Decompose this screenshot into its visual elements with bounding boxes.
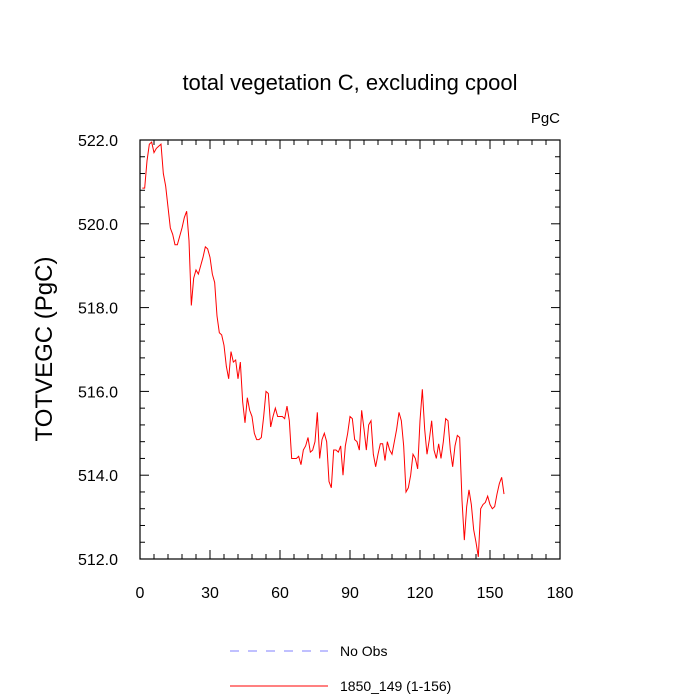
units-label: PgC (531, 110, 560, 127)
y-tick-label: 512.0 (78, 552, 118, 569)
y-tick-label: 520.0 (78, 217, 118, 234)
x-tick-label: 30 (201, 585, 219, 602)
y-axis-label: TOTVEGC (PgC) (31, 257, 58, 442)
x-tick-label: 0 (136, 585, 145, 602)
legend-label: 1850_149 (1-156) (340, 678, 451, 694)
x-tick-label: 120 (407, 585, 434, 602)
legend-label: No Obs (340, 643, 387, 659)
y-tick-label: 518.0 (78, 301, 118, 318)
chart-title: total vegetation C, excluding cpool (182, 70, 517, 95)
x-tick-label: 150 (477, 585, 504, 602)
x-tick-label: 60 (271, 585, 289, 602)
y-tick-label: 514.0 (78, 468, 118, 485)
data-line (142, 141, 505, 557)
x-tick-label: 180 (547, 585, 574, 602)
x-tick-label: 90 (341, 585, 359, 602)
y-tick-label: 522.0 (78, 133, 118, 150)
y-tick-label: 516.0 (78, 384, 118, 401)
